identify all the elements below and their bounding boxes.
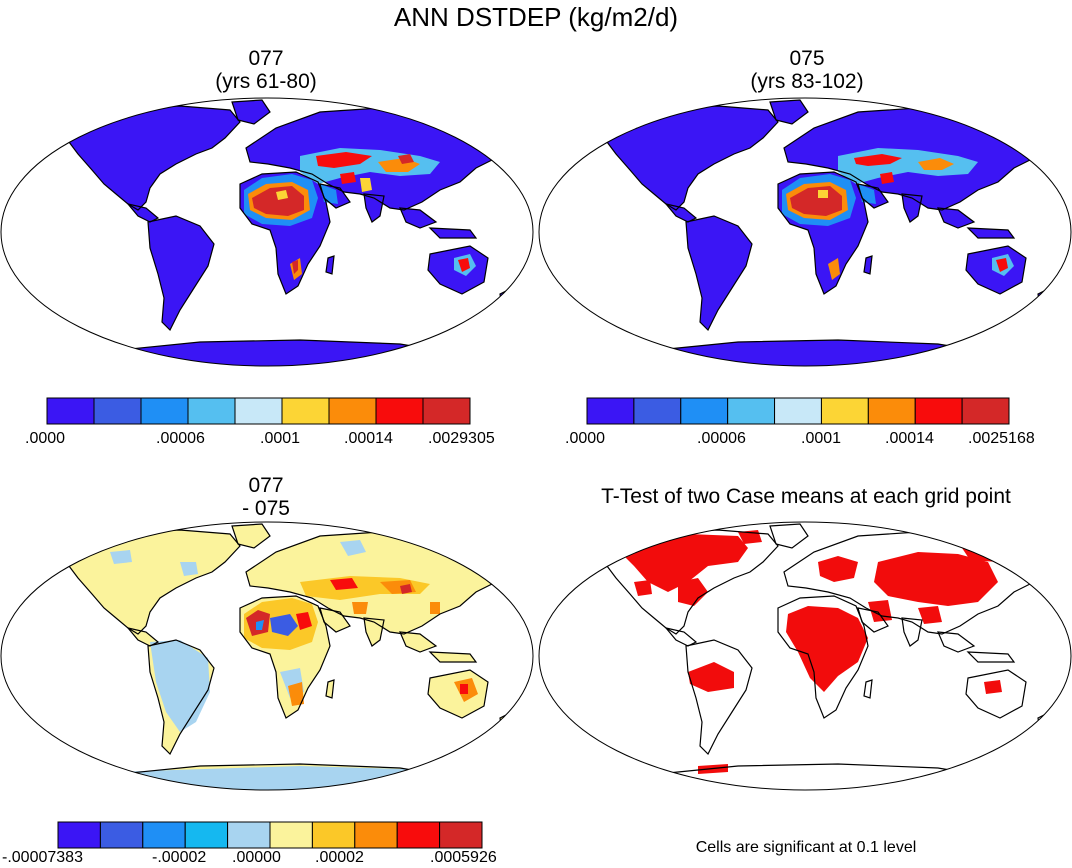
colorbar-swatch [140,397,189,425]
colorbar-case2-swatches [586,397,1010,425]
colorbar-swatch [93,397,142,425]
colorbar-diff-label-3: .00002 [315,849,364,866]
colorbar-case1-label-0: .0000 [25,430,66,447]
colorbar-case1-label-3: .00014 [344,430,393,447]
colorbar-diff-label-1: -.00002 [152,849,207,866]
map-difference [0,521,534,791]
panel-title-difference: 077 - 075 [166,474,366,520]
panel-ttest-name: T-Test of two Case means at each grid po… [601,485,1011,508]
colorbar-case1 [46,397,471,425]
panel-title-case2: 075 (yrs 83-102) [707,47,907,93]
colorbar-swatch [396,821,441,849]
colorbar-diff-label-0: -.00007383 [2,849,83,866]
panel-diff-name: 077 [248,474,284,497]
colorbar-case2-label-2: .0001 [801,430,842,447]
colorbar-case2 [586,397,1010,425]
colorbar-swatch [774,397,822,425]
dust-hotspots [782,148,1014,280]
colorbar-case1-label-2: .0001 [260,430,301,447]
colorbar-swatch [422,397,471,425]
colorbar-swatch [269,821,313,849]
map-case1-field [56,100,520,366]
colorbar-swatch [914,397,963,425]
ttest-note: Cells are significant at 0.1 level [695,839,917,856]
colorbar-case1-swatches [46,397,471,425]
dust-hotspots [244,148,476,280]
colorbar-swatch [961,397,1010,425]
colorbar-swatch [354,821,398,849]
colorbar-swatch [867,397,916,425]
colorbar-swatch [99,821,144,849]
colorbar-case1-label-1: .00006 [156,430,205,447]
figure-title: ANN DSTDEP (kg/m2/d) [393,2,679,32]
colorbar-case2-label-1: .00006 [697,430,746,447]
colorbar-swatch [328,397,377,425]
panel-diff-subtitle: - 075 [242,497,290,520]
colorbar-swatch [281,397,330,425]
colorbar-swatch [142,821,186,849]
colorbar-swatch [57,821,101,849]
panel-case1-name: 077 [248,47,284,70]
panel-case2-name: 075 [789,47,825,70]
colorbar-swatch [46,397,95,425]
colorbar-swatch [439,821,483,849]
panel-case2-years: (yrs 83-102) [750,70,864,93]
colorbar-difference-swatches [57,821,483,849]
panel-title-ttest: T-Test of two Case means at each grid po… [540,485,1072,508]
colorbar-swatch [633,397,682,425]
colorbar-difference [57,821,483,849]
colorbar-diff-label-4: .0005926 [430,849,497,866]
colorbar-case2-label-4: .0025168 [968,430,1035,447]
panel-case1-years: (yrs 61-80) [215,70,317,93]
colorbar-swatch [820,397,869,425]
colorbar-swatch [234,397,283,425]
colorbar-swatch [586,397,635,425]
map-case2 [538,97,1072,367]
colorbar-swatch [311,821,356,849]
colorbar-case2-label-3: .00014 [885,430,934,447]
colorbar-case2-label-0: .0000 [565,430,606,447]
colorbar-swatch [184,821,229,849]
map-case2-field [594,100,1058,366]
colorbar-swatch [375,397,424,425]
colorbar-swatch [227,821,271,849]
colorbar-diff-label-2: .00000 [232,849,281,866]
colorbar-case1-label-4: .0029305 [428,430,495,447]
colorbar-swatch [727,397,776,425]
map-ttest [538,521,1072,791]
colorbar-swatch [680,397,729,425]
colorbar-swatch [187,397,236,425]
panel-title-case1: 077 (yrs 61-80) [166,47,366,93]
map-case1 [0,97,534,367]
